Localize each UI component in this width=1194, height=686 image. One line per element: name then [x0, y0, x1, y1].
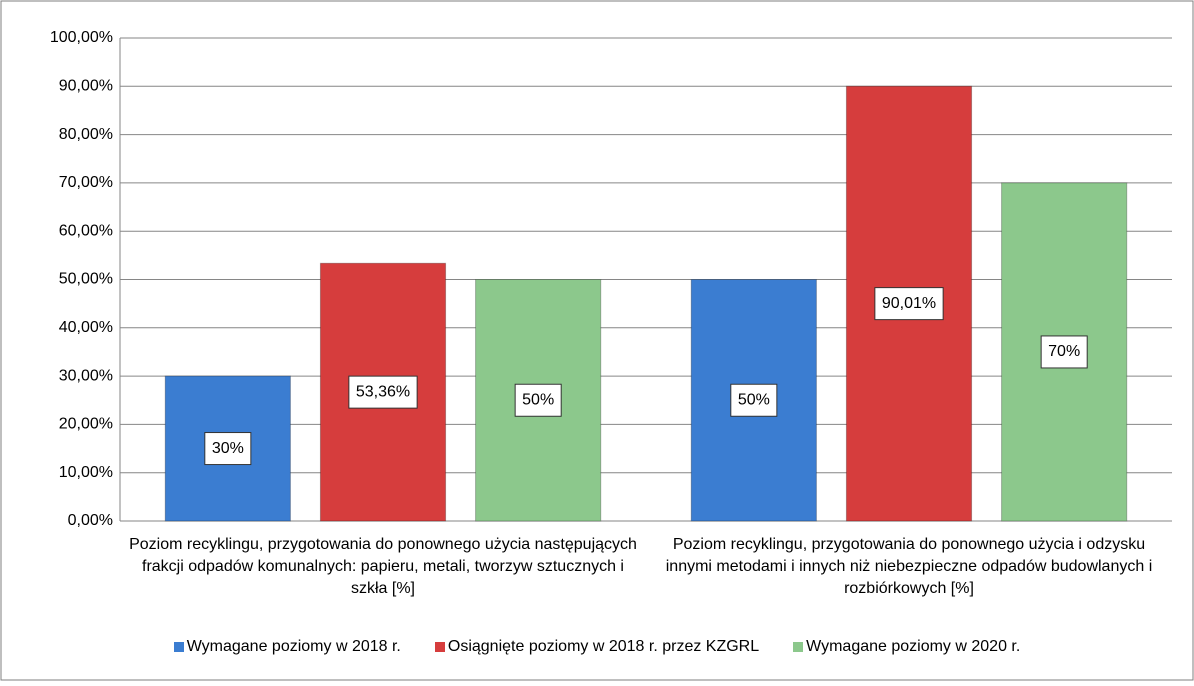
y-tick-label: 30,00%: [59, 367, 113, 384]
y-tick-label: 40,00%: [59, 319, 113, 336]
y-tick-label: 70,00%: [59, 174, 113, 191]
data-label-box: [874, 287, 944, 321]
data-label-text: 50%: [522, 391, 554, 408]
data-label-text: 53,36%: [356, 383, 410, 400]
data-label-text: 50%: [738, 391, 770, 408]
legend-item: Osiągnięte poziomy w 2018 r. przez KZGRL: [434, 638, 760, 656]
data-label-text: 90,01%: [882, 295, 936, 312]
y-tick-label: 90,00%: [59, 78, 113, 95]
y-tick-label: 50,00%: [59, 271, 113, 288]
data-label: 50%: [730, 383, 778, 417]
x-label-box: Poziom recyklingu, przygotowania do pono…: [665, 536, 1153, 597]
legend-item: Wymagane poziomy w 2020 r.: [793, 638, 1020, 656]
data-label: 50%: [514, 383, 562, 417]
legend-label: Wymagane poziomy w 2020 r.: [806, 638, 1021, 655]
y-tick-label: 80,00%: [59, 126, 113, 143]
data-label: 90,01%: [874, 287, 944, 321]
y-tick-label: 20,00%: [59, 416, 113, 433]
data-label-box: [1040, 335, 1088, 369]
x-tick-label: Poziom recyklingu, przygotowania do pono…: [665, 536, 1153, 597]
legend-label: Wymagane poziomy w 2018 r.: [186, 638, 401, 655]
data-label: 70%: [1040, 335, 1088, 369]
data-label-box: [730, 383, 778, 417]
y-tick-label: 60,00%: [59, 222, 113, 239]
legend-swatch: [173, 641, 184, 652]
y-tick-label: 10,00%: [59, 464, 113, 481]
data-label-box: [514, 383, 562, 417]
x-label-box: Poziom recyklingu, przygotowania do pono…: [129, 536, 637, 597]
data-label-box: [204, 432, 252, 466]
legend-item: Wymagane poziomy w 2018 r.: [173, 638, 401, 656]
legend-swatch: [793, 641, 804, 652]
data-label: 30%: [204, 432, 252, 466]
y-tick-label: 100,00%: [50, 29, 113, 46]
data-label-box: [348, 375, 418, 409]
y-tick-label: 0,00%: [68, 512, 113, 529]
legend: Wymagane poziomy w 2018 r. Osiągnięte poz…: [10, 638, 1184, 656]
x-tick-label: Poziom recyklingu, przygotowania do pono…: [129, 536, 637, 597]
data-label-text: 30%: [212, 440, 244, 457]
legend-box: Wymagane poziomy w 2018 r. Osiągnięte poz…: [10, 638, 1184, 656]
legend-swatch: [434, 641, 445, 652]
legend-label: Osiągnięte poziomy w 2018 r. przez KZGRL: [447, 638, 760, 655]
data-label-text: 70%: [1048, 343, 1080, 360]
data-label: 53,36%: [348, 375, 418, 409]
